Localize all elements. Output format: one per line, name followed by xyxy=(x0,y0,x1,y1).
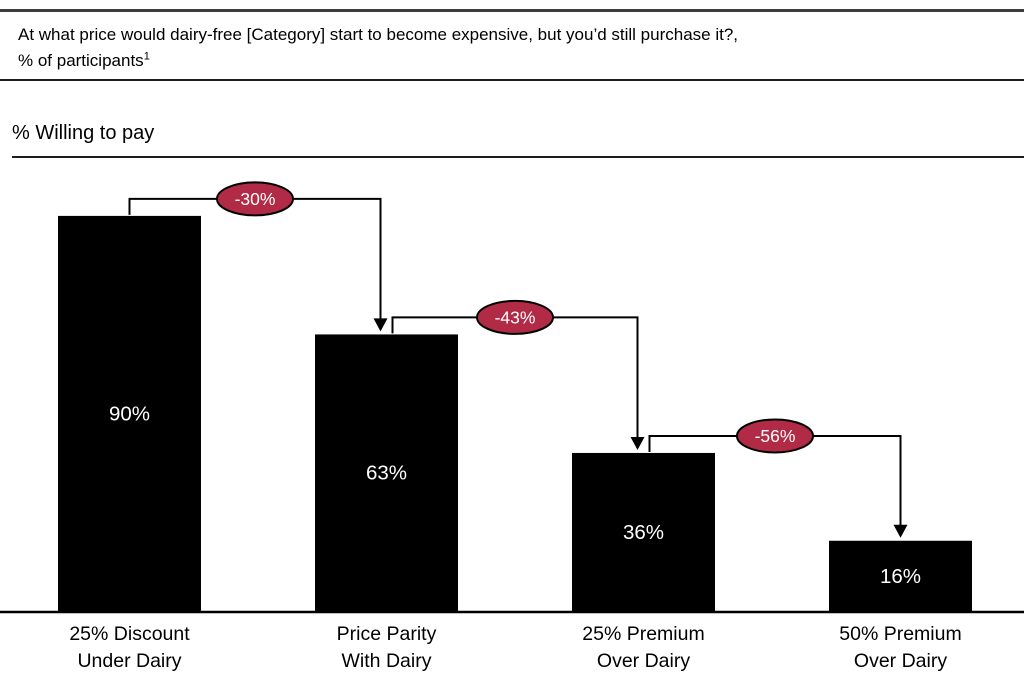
question-title-line2: % of participants1 xyxy=(18,48,1006,74)
bar-value-label-2: 36% xyxy=(623,521,664,544)
category-label-0-line-2: Under Dairy xyxy=(77,650,181,672)
arrow-down-icon xyxy=(373,318,388,332)
bar-value-label-1: 63% xyxy=(366,462,407,485)
header-divider-rule xyxy=(0,79,1024,81)
delta-badge-2 xyxy=(736,418,814,454)
question-title-line2-text: % of participants xyxy=(18,51,144,70)
footnote-marker: 1 xyxy=(143,50,150,63)
bar-1 xyxy=(315,334,458,611)
category-label-0-line-1: 25% Discount xyxy=(69,623,190,645)
delta-badge-1 xyxy=(476,299,554,335)
category-label-1-line-1: Price Parity xyxy=(337,623,437,645)
axis-title-rule xyxy=(12,156,1024,158)
category-label-3-line-2: Over Dairy xyxy=(854,650,947,672)
bar-value-label-0: 90% xyxy=(109,402,150,425)
question-header: At what price would dairy-free [Category… xyxy=(18,22,1006,74)
bar-value-label-3: 16% xyxy=(880,565,921,588)
bar-3 xyxy=(829,540,972,611)
top-rule xyxy=(0,9,1024,12)
axis-title: % Willing to pay xyxy=(12,122,155,144)
arrow-down-icon xyxy=(630,436,645,450)
delta-badge-label-1: -43% xyxy=(495,307,536,327)
bar-0 xyxy=(58,215,201,611)
category-label-1-line-2: With Dairy xyxy=(342,650,432,672)
bar-2 xyxy=(572,452,715,611)
category-label-2-line-2: Over Dairy xyxy=(597,650,690,672)
category-label-3-line-1: 50% Premium xyxy=(839,623,961,645)
category-label-2-line-1: 25% Premium xyxy=(582,623,704,645)
delta-badge-0 xyxy=(216,181,294,217)
question-title-line1: At what price would dairy-free [Category… xyxy=(18,25,739,44)
arrow-down-icon xyxy=(893,524,908,538)
delta-badge-label-0: -30% xyxy=(235,189,276,209)
delta-badge-label-2: -56% xyxy=(755,426,796,446)
